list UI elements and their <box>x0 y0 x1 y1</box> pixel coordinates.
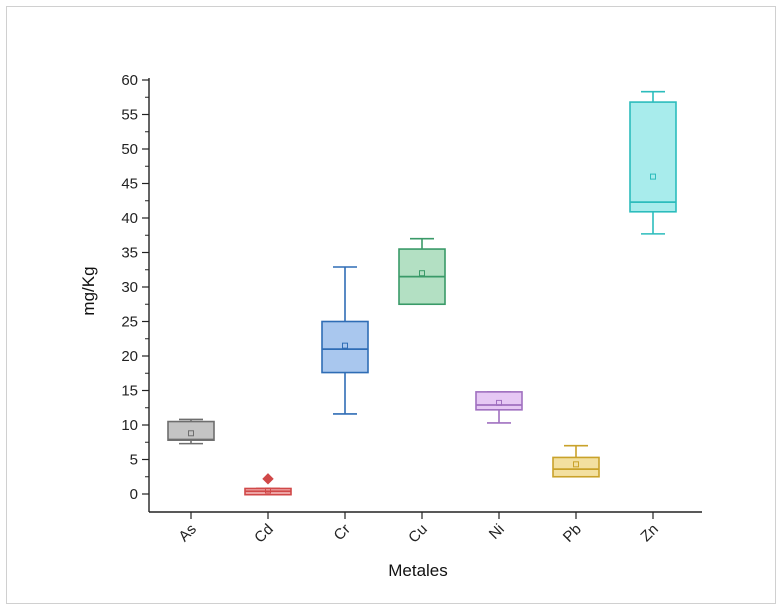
x-tick-label: Zn <box>637 521 661 545</box>
mean-marker <box>650 173 656 180</box>
x-tick-label: Cu <box>405 521 431 547</box>
x-tick-label: As <box>175 521 199 545</box>
mean-marker <box>188 430 194 437</box>
iqr-box <box>629 101 677 213</box>
y-tick-label: 30 <box>121 279 138 296</box>
y-tick-label: 15 <box>121 383 138 400</box>
y-tick-label: 10 <box>121 417 138 434</box>
x-tick-label: Ni <box>486 521 508 543</box>
y-tick-label: 20 <box>121 348 138 365</box>
box-ni <box>475 391 523 424</box>
y-tick-label: 5 <box>130 452 138 469</box>
x-axis-title: Metales <box>388 561 448 580</box>
mean-marker <box>496 399 502 406</box>
box-series <box>167 90 677 496</box>
y-tick-label: 40 <box>121 210 138 227</box>
y-axis-title: mg/Kg <box>79 266 98 315</box>
y-tick-label: 60 <box>121 72 138 89</box>
mean-marker <box>342 342 348 349</box>
y-tick-label: 25 <box>121 314 138 331</box>
x-tick-label: Pb <box>560 521 585 546</box>
mean-marker <box>265 487 271 494</box>
box-zn <box>629 90 677 235</box>
axes: 0 5 10 15 20 25 30 35 40 45 50 55 60 As Cd Cr Cu Ni Pb Zn <box>121 72 702 546</box>
iqr-box <box>321 320 369 374</box>
mean-marker <box>573 461 579 468</box>
box-cd <box>244 473 292 496</box>
x-tick-label: Cr <box>331 521 354 544</box>
y-tick-label: 45 <box>121 176 138 193</box>
box-cu <box>398 237 446 306</box>
mean-marker <box>419 270 425 277</box>
outlier-point <box>262 473 274 485</box>
y-tick-label: 50 <box>121 141 138 158</box>
box-pb <box>552 444 600 478</box>
box-as <box>167 418 215 445</box>
y-tick-label: 0 <box>130 486 138 503</box>
y-tick-label: 35 <box>121 245 138 262</box>
x-tick-label: Cd <box>251 521 277 547</box>
y-tick-label: 55 <box>121 107 138 124</box>
box-cr <box>321 266 369 415</box>
